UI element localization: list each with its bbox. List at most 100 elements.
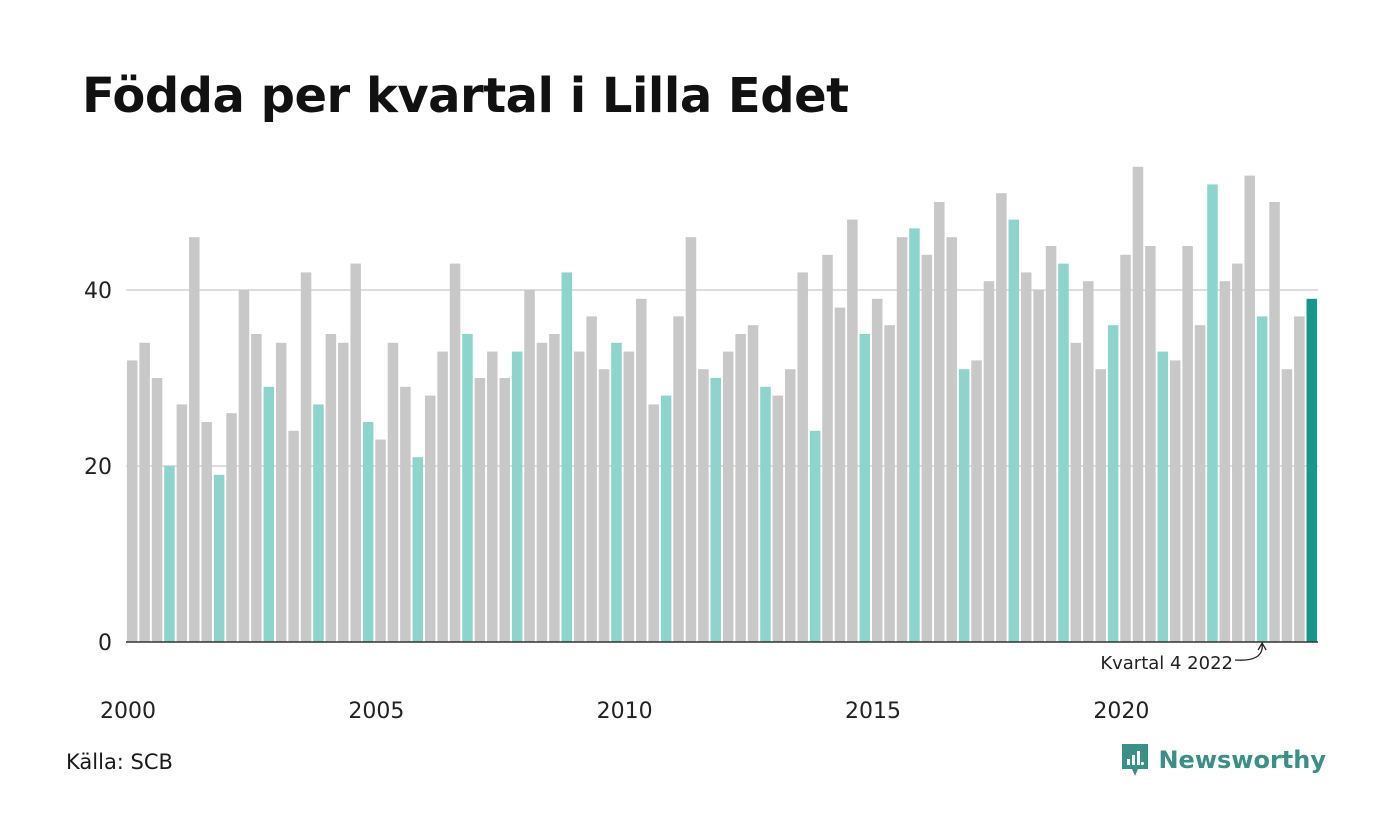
source-note: Källa: SCB (66, 750, 173, 774)
bar-chart: 0 20 40 2000 2005 2010 2015 2020 Kvartal 4 2022 (84, 166, 1318, 724)
bar-2000-q4 (164, 466, 175, 642)
bar-2015-q1 (871, 298, 883, 642)
bar-2015-q3 (896, 237, 908, 642)
brand-logo: Newsworthy (1120, 742, 1326, 778)
bar-2012-q1 (722, 351, 734, 642)
bar-2016-q3 (946, 237, 957, 642)
bar-2019-q3 (1095, 369, 1106, 642)
bar-2021-q1 (1169, 360, 1181, 642)
bar-2002-q2 (238, 290, 250, 642)
bar-2017-q2 (983, 281, 995, 642)
bar-2022-q1 (1219, 281, 1231, 642)
bar-2008-q2 (536, 342, 548, 642)
bar-2012-q3 (747, 325, 759, 642)
bar-2016-q1 (921, 254, 933, 643)
bar-2003-q4 (313, 404, 324, 642)
bar-2009-q3 (598, 369, 610, 642)
bar-2007-q1 (474, 378, 486, 642)
labels: 0 20 40 2000 2005 2010 2015 2020 Kvartal 4 2022 (84, 279, 1267, 724)
bar-2016-q4 (958, 369, 970, 642)
bar-2010-q2 (636, 298, 647, 642)
bar-2021-q3 (1194, 325, 1206, 642)
bar-2002-q3 (251, 334, 262, 642)
bar-2001-q2 (189, 237, 200, 642)
annotation-label: Kvartal 4 2022 (1100, 653, 1233, 674)
bar-2009-q4 (611, 342, 622, 642)
bar-2013-q1 (772, 395, 784, 642)
bar-2011-q1 (673, 316, 684, 642)
bar-2002-q4 (263, 386, 275, 642)
bar-2017-q3 (996, 193, 1007, 642)
bar-2006-q4 (462, 334, 473, 642)
bar-2020-q3 (1145, 246, 1156, 642)
bar-2019-q2 (1083, 281, 1094, 642)
bar-2011-q3 (698, 369, 709, 642)
newsworthy-logo-icon (1122, 744, 1149, 776)
bar-2006-q1 (424, 395, 436, 642)
bar-2020-q2 (1132, 166, 1144, 643)
bar-2004-q2 (338, 342, 349, 642)
bar-2001-q3 (201, 422, 212, 642)
bar-2001-q4 (213, 474, 225, 642)
bars (126, 166, 1318, 643)
bar-2007-q4 (511, 351, 523, 642)
bar-2008-q1 (524, 290, 535, 642)
x-tick-label: 2020 (1093, 699, 1149, 724)
bar-2002-q1 (226, 413, 237, 642)
bar-2005-q3 (400, 386, 411, 642)
bar-2007-q3 (499, 378, 510, 642)
bar-2001-q1 (176, 404, 188, 642)
bar-2003-q2 (288, 430, 299, 642)
bar-2003-q1 (275, 342, 287, 642)
bar-2012-q4 (760, 386, 771, 642)
bar-2010-q3 (648, 404, 659, 642)
bar-2022-q2 (1232, 263, 1243, 642)
bar-2014-q3 (847, 219, 858, 642)
bar-2023-q4 (1306, 298, 1318, 642)
bar-2008-q3 (549, 334, 560, 642)
x-tick-label: 2010 (597, 699, 653, 724)
x-tick-label: 2005 (348, 699, 404, 724)
bar-2015-q2 (884, 325, 895, 642)
bar-2003-q3 (300, 272, 312, 642)
bar-2017-q1 (971, 360, 982, 642)
bar-2023-q1 (1269, 202, 1280, 642)
bar-2000-q2 (139, 342, 150, 642)
bar-2013-q3 (797, 272, 808, 642)
bar-2021-q2 (1182, 246, 1193, 642)
bar-2020-q1 (1120, 254, 1131, 643)
bar-2005-q1 (375, 439, 386, 642)
bar-2004-q1 (325, 334, 337, 642)
bar-2006-q3 (449, 263, 461, 642)
y-tick-label: 20 (84, 455, 112, 480)
bar-2008-q4 (561, 272, 573, 642)
bar-2016-q2 (934, 202, 945, 642)
bar-2013-q4 (809, 430, 821, 642)
bar-2009-q2 (586, 316, 597, 642)
bar-2018-q1 (1020, 272, 1032, 642)
bar-2018-q2 (1033, 290, 1044, 642)
brand-name: Newsworthy (1158, 746, 1326, 774)
annotation-arrowhead (1257, 641, 1267, 651)
bar-2023-q3 (1294, 316, 1305, 642)
bar-2023-q2 (1281, 369, 1293, 642)
bar-2014-q4 (859, 334, 871, 642)
bar-2019-q4 (1107, 325, 1119, 642)
bar-2010-q4 (660, 395, 672, 642)
annotation-arrow (1234, 643, 1263, 661)
bar-2005-q2 (387, 342, 399, 642)
bar-2018-q4 (1058, 263, 1069, 642)
bar-2014-q2 (834, 307, 846, 642)
bar-2006-q2 (437, 351, 448, 642)
bar-2005-q4 (412, 457, 424, 642)
bar-2022-q4 (1256, 316, 1268, 642)
bar-2014-q1 (822, 254, 833, 643)
bar-2004-q3 (350, 263, 361, 642)
bar-2012-q2 (735, 334, 746, 642)
bar-2017-q4 (1008, 219, 1020, 642)
bar-2000-q1 (126, 360, 138, 642)
bar-2004-q4 (362, 422, 374, 642)
bar-2011-q4 (710, 378, 722, 642)
bar-2013-q2 (785, 369, 796, 642)
bar-2000-q3 (151, 378, 163, 642)
